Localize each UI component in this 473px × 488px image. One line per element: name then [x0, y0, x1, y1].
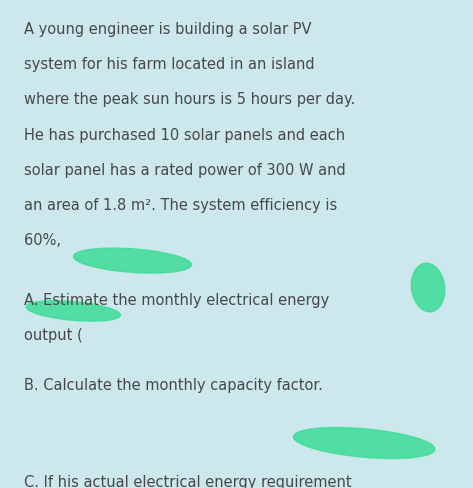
Text: system for his farm located in an island: system for his farm located in an island — [24, 57, 314, 72]
Text: B. Calculate the monthly capacity factor.: B. Calculate the monthly capacity factor… — [24, 377, 323, 392]
Text: He has purchased 10 solar panels and each: He has purchased 10 solar panels and eac… — [24, 127, 345, 142]
Text: A young engineer is building a solar PV: A young engineer is building a solar PV — [24, 22, 311, 37]
Text: where the peak sun hours is 5 hours per day.: where the peak sun hours is 5 hours per … — [24, 92, 355, 107]
Text: output (: output ( — [24, 327, 82, 343]
Ellipse shape — [73, 249, 192, 273]
Ellipse shape — [294, 427, 435, 459]
Ellipse shape — [26, 301, 121, 322]
Text: solar panel has a rated power of 300 W and: solar panel has a rated power of 300 W a… — [24, 163, 345, 178]
Text: A. Estimate the monthly electrical energy: A. Estimate the monthly electrical energ… — [24, 292, 329, 307]
Text: 60%,: 60%, — [24, 233, 61, 248]
Text: an area of 1.8 m². The system efficiency is: an area of 1.8 m². The system efficiency… — [24, 198, 337, 213]
Text: C. If his actual electrical energy requirement: C. If his actual electrical energy requi… — [24, 474, 351, 488]
Ellipse shape — [412, 264, 445, 312]
